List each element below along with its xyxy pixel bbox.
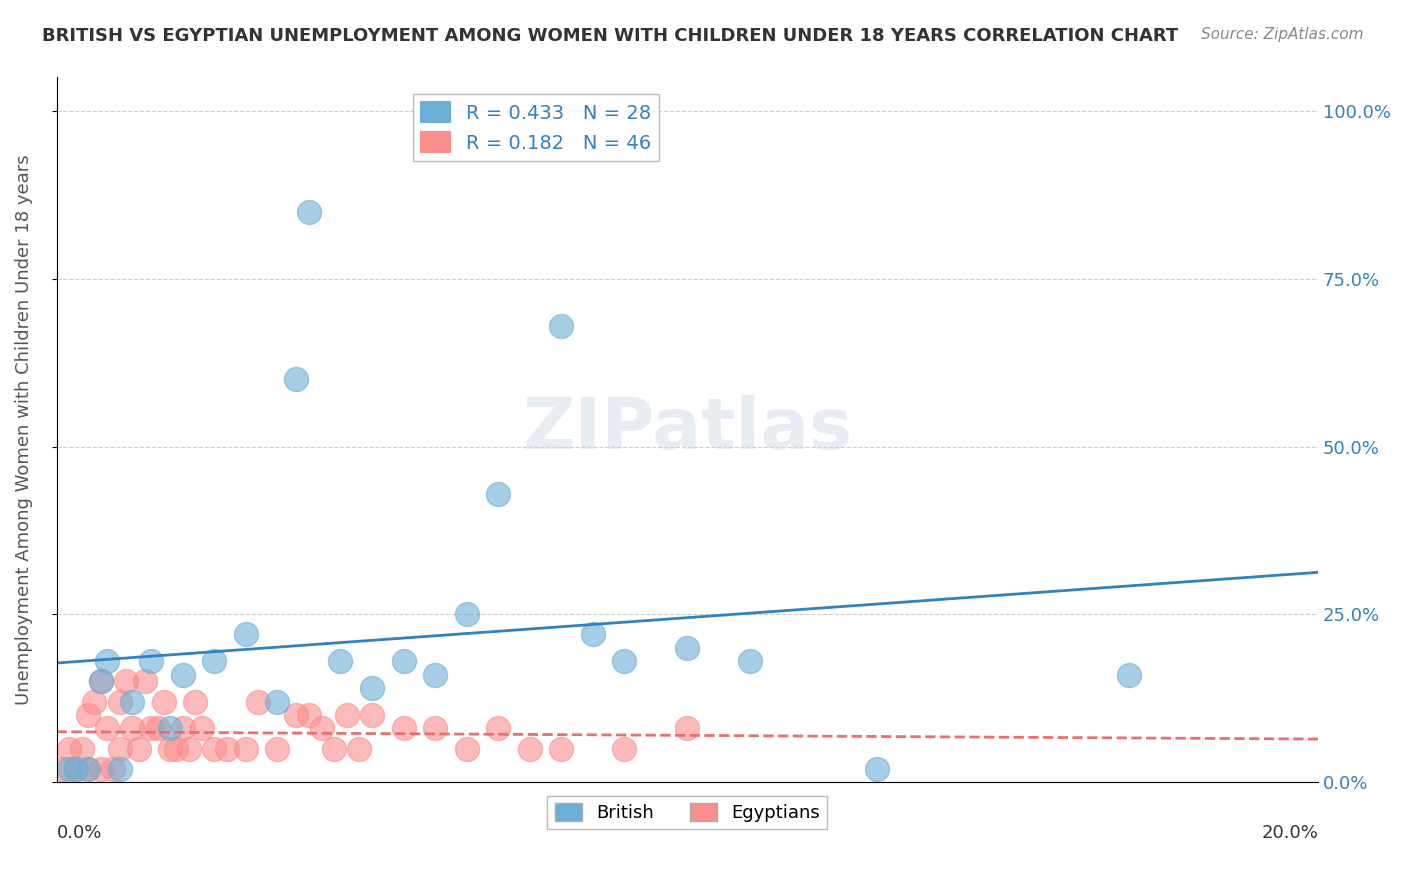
Point (96, 654, 118, 668)
Point (83, 695, 105, 709)
Point (90, 674, 112, 689)
Point (65, 762, 87, 776)
Point (202, 741, 225, 756)
Point (298, 204, 321, 219)
Point (740, 654, 762, 668)
Point (52, 762, 75, 776)
Point (90, 762, 112, 776)
Point (613, 741, 636, 756)
Point (298, 708, 321, 723)
Point (153, 695, 176, 709)
Text: BRITISH VS EGYPTIAN UNEMPLOYMENT AMONG WOMEN WITH CHILDREN UNDER 18 YEARS CORREL: BRITISH VS EGYPTIAN UNEMPLOYMENT AMONG W… (42, 27, 1178, 45)
Point (423, 722, 446, 736)
Point (108, 741, 131, 756)
Point (96, 722, 118, 736)
Point (392, 722, 415, 736)
Text: Source: ZipAtlas.com: Source: ZipAtlas.com (1201, 27, 1364, 42)
Point (361, 708, 384, 723)
Point (159, 722, 181, 736)
Point (141, 654, 163, 668)
Point (177, 741, 200, 756)
Point (311, 722, 333, 736)
Point (108, 695, 131, 709)
Point (172, 667, 194, 681)
Point (349, 741, 371, 756)
Point (172, 722, 194, 736)
Point (235, 741, 257, 756)
Legend: British, Egyptians: British, Egyptians (547, 796, 827, 830)
Point (128, 741, 150, 756)
Point (77, 708, 100, 723)
Point (1118, 667, 1140, 681)
Point (329, 654, 352, 668)
Point (90, 674, 112, 689)
Point (865, 762, 887, 776)
Point (247, 695, 270, 709)
Point (103, 762, 125, 776)
Point (285, 708, 308, 723)
Point (266, 695, 288, 709)
Point (190, 722, 212, 736)
Point (108, 762, 131, 776)
Point (77, 762, 100, 776)
Point (676, 722, 699, 736)
Point (582, 627, 605, 641)
Point (550, 318, 572, 333)
Point (550, 741, 572, 756)
Point (146, 722, 169, 736)
Text: ZIPatlas: ZIPatlas (522, 395, 852, 464)
Point (323, 741, 346, 756)
Point (519, 741, 541, 756)
Point (65, 762, 87, 776)
Point (159, 741, 181, 756)
Point (285, 372, 308, 386)
Text: 20.0%: 20.0% (1261, 824, 1319, 842)
Point (215, 741, 238, 756)
Point (70, 741, 93, 756)
Point (336, 708, 359, 723)
Point (423, 667, 446, 681)
Point (361, 681, 384, 695)
Point (676, 640, 699, 655)
Point (202, 654, 225, 668)
Point (456, 741, 478, 756)
Point (58, 741, 80, 756)
Point (184, 695, 207, 709)
Point (134, 674, 156, 689)
Point (266, 741, 288, 756)
Point (486, 486, 509, 500)
Point (58, 762, 80, 776)
Point (613, 654, 636, 668)
Point (235, 627, 257, 641)
Point (392, 654, 415, 668)
Y-axis label: Unemployment Among Women with Children Under 18 years: Unemployment Among Women with Children U… (15, 154, 32, 705)
Point (141, 722, 163, 736)
Point (486, 722, 509, 736)
Point (121, 695, 143, 709)
Point (77, 762, 100, 776)
Point (166, 741, 188, 756)
Point (456, 607, 478, 622)
Point (121, 722, 143, 736)
Text: 0.0%: 0.0% (56, 824, 103, 842)
Point (115, 674, 138, 689)
